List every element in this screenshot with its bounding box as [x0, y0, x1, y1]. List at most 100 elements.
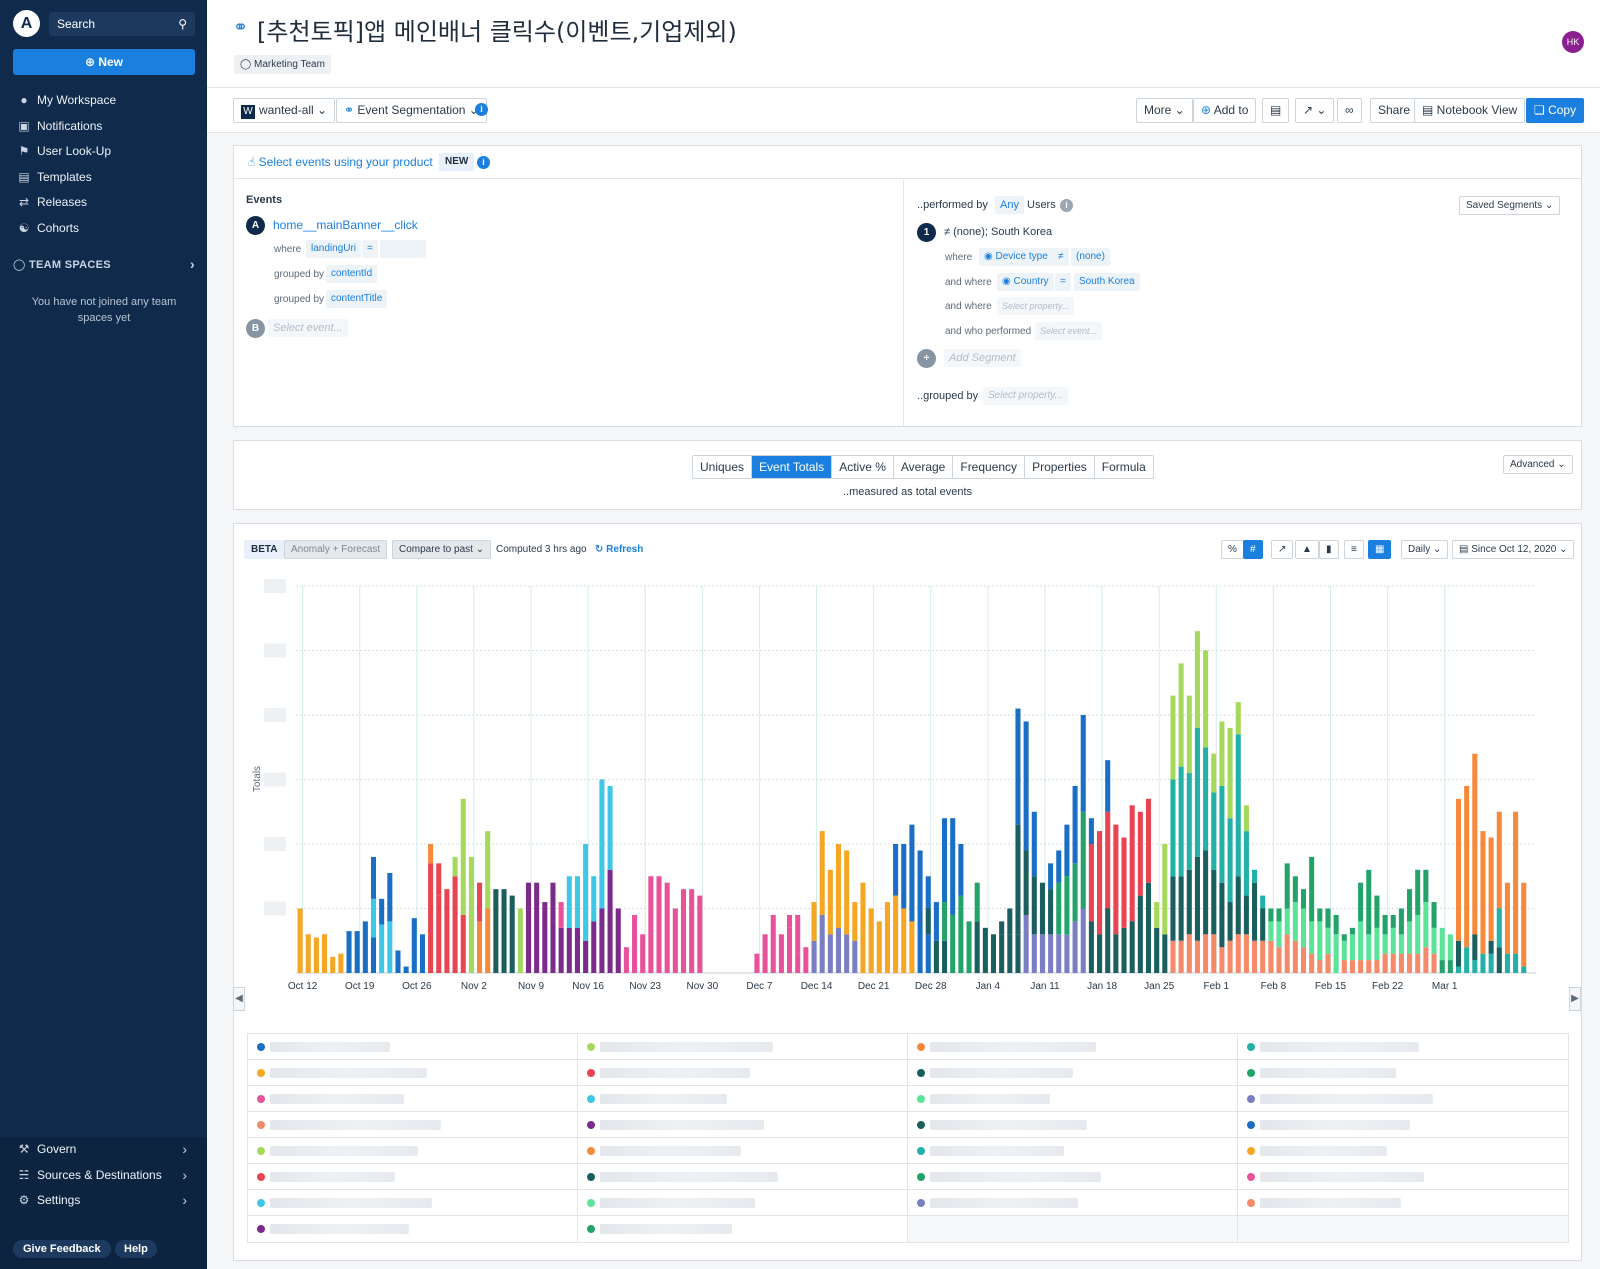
bar-segment[interactable]	[942, 818, 948, 903]
bar-segment[interactable]	[1276, 908, 1282, 922]
bar-segment[interactable]	[1178, 940, 1184, 973]
bar-segment[interactable]	[917, 908, 923, 974]
bar-segment[interactable]	[1211, 934, 1217, 973]
give-feedback-button[interactable]: Give Feedback	[13, 1240, 111, 1258]
legend-item[interactable]	[908, 1164, 1238, 1189]
bar-segment[interactable]	[1080, 811, 1086, 909]
where-value-chip[interactable]	[380, 240, 426, 258]
bar-segment[interactable]	[411, 918, 417, 973]
bar-segment[interactable]	[999, 921, 1005, 935]
bar-segment[interactable]	[1341, 940, 1347, 961]
bar-segment[interactable]	[1480, 953, 1486, 973]
bar-segment[interactable]	[1292, 876, 1298, 903]
bar-segment[interactable]	[1398, 908, 1404, 935]
bar-segment[interactable]	[1186, 773, 1192, 870]
bar-segment[interactable]	[990, 934, 997, 973]
bar-segment[interactable]	[811, 902, 817, 941]
bar-segment[interactable]	[1325, 927, 1331, 954]
bar-segment[interactable]	[1145, 882, 1152, 973]
bar-segment[interactable]	[1252, 869, 1258, 883]
bar-segment[interactable]	[925, 876, 931, 909]
bar-segment[interactable]	[1031, 876, 1037, 935]
bar-segment[interactable]	[852, 940, 858, 973]
bar-segment[interactable]	[1398, 934, 1404, 954]
bar-segment[interactable]	[493, 889, 499, 973]
tab-uniques[interactable]: Uniques	[693, 456, 753, 478]
bar-segment[interactable]	[485, 882, 491, 909]
bar-segment[interactable]	[1097, 831, 1103, 935]
bar-segment[interactable]	[1080, 908, 1086, 974]
refresh-button[interactable]: ↻ Refresh	[595, 544, 643, 555]
notebook-view-button[interactable]: ▤ Notebook View	[1414, 98, 1526, 123]
bar-segment[interactable]	[468, 856, 474, 890]
bar-segment[interactable]	[1464, 947, 1470, 967]
bar-segment[interactable]	[884, 902, 890, 973]
bar-segment[interactable]	[370, 856, 377, 899]
bar-segment[interactable]	[819, 831, 825, 915]
where-property-chip[interactable]: landingUri	[306, 240, 362, 258]
legend-item[interactable]	[248, 1034, 578, 1059]
bar-segment[interactable]	[1349, 960, 1355, 973]
bar-segment[interactable]	[1390, 953, 1396, 973]
bar-segment[interactable]	[819, 914, 825, 973]
team-spaces-toggle[interactable]: ◯ TEAM SPACES ›	[13, 256, 195, 272]
bar-segment[interactable]	[1048, 889, 1054, 935]
bar-segment[interactable]	[1235, 934, 1241, 973]
bar-segment[interactable]	[623, 947, 629, 973]
bar-segment[interactable]	[599, 908, 605, 974]
any-select[interactable]: Any	[995, 196, 1024, 214]
bar-segment[interactable]	[1105, 811, 1111, 909]
bar-segment[interactable]	[901, 844, 907, 909]
percent-toggle[interactable]: %	[1221, 540, 1244, 559]
bar-segment[interactable]	[477, 882, 483, 922]
bar-segment[interactable]	[1366, 960, 1372, 973]
copy-button[interactable]: ❏ Copy	[1526, 98, 1585, 123]
bar-segment[interactable]	[1366, 934, 1372, 961]
bar-segment[interactable]	[1300, 889, 1307, 909]
bar-segment[interactable]	[1333, 914, 1339, 935]
bar-segment[interactable]	[1521, 966, 1527, 973]
bar-segment[interactable]	[1407, 953, 1413, 973]
legend-item[interactable]	[578, 1138, 908, 1163]
bar-segment[interactable]	[1056, 850, 1062, 883]
bar-segment[interactable]	[1203, 934, 1209, 973]
bar-segment[interactable]	[1178, 663, 1184, 767]
more-button[interactable]: More ⌄	[1136, 98, 1193, 123]
bar-segment[interactable]	[860, 882, 866, 967]
bar-segment[interactable]	[1260, 940, 1266, 973]
legend-item[interactable]	[578, 1216, 908, 1242]
bar-segment[interactable]	[1423, 869, 1429, 903]
bar-segment[interactable]	[305, 934, 311, 973]
bar-segment[interactable]	[656, 876, 662, 973]
bar-segment[interactable]	[1039, 882, 1045, 935]
bar-segment[interactable]	[1309, 856, 1315, 922]
legend-item[interactable]	[1238, 1190, 1568, 1215]
select-event-b[interactable]: Select event...	[268, 319, 348, 337]
bar-segment[interactable]	[1211, 753, 1217, 793]
bar-segment[interactable]	[909, 921, 915, 973]
bar-segment[interactable]	[1015, 934, 1021, 973]
bar-segment[interactable]	[460, 798, 466, 870]
bar-segment[interactable]	[1382, 934, 1388, 954]
legend-item[interactable]	[908, 1190, 1238, 1215]
legend-item[interactable]	[908, 1060, 1238, 1085]
bar-segment[interactable]	[379, 924, 385, 974]
bar-segment[interactable]	[835, 844, 842, 928]
bar-segment[interactable]	[770, 914, 776, 973]
bar-segment[interactable]	[925, 908, 931, 935]
bar-segment[interactable]	[436, 895, 442, 973]
seg-value-chip[interactable]: (none)	[1071, 248, 1110, 266]
bar-segment[interactable]	[1268, 940, 1274, 973]
bar-segment[interactable]	[1227, 818, 1233, 903]
tab-frequency[interactable]: Frequency	[953, 456, 1026, 478]
bar-segment[interactable]	[1007, 908, 1013, 935]
bar-segment[interactable]	[1145, 798, 1152, 883]
select-events-link[interactable]: ☝ Select events using your product	[248, 155, 433, 169]
bar-segment[interactable]	[370, 898, 377, 938]
tab-active-percent[interactable]: Active %	[832, 456, 894, 478]
bar-segment[interactable]	[1113, 934, 1119, 973]
bar-segment[interactable]	[1129, 805, 1135, 922]
bar-segment[interactable]	[1496, 947, 1502, 973]
bar-segment[interactable]	[1031, 811, 1037, 877]
bar-segment[interactable]	[835, 927, 842, 973]
